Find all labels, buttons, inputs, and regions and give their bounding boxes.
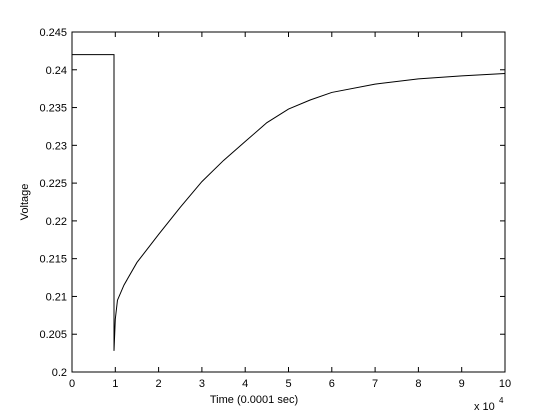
y-tick-label: 0.205 — [39, 329, 67, 341]
x-axis-label: Time (0.0001 sec) — [210, 394, 298, 406]
x-tick-label: 4 — [242, 378, 248, 390]
plot-box — [71, 31, 506, 373]
x-tick-label: 8 — [415, 378, 421, 390]
x-tick-label: 10 — [499, 378, 511, 390]
y-axis-label: Voltage — [19, 184, 31, 221]
x-tick-label: 3 — [199, 378, 205, 390]
x-tick-label: 1 — [112, 378, 118, 390]
y-tick-label: 0.2 — [52, 367, 67, 379]
x-tick-label: 6 — [329, 378, 335, 390]
y-tick-label: 0.235 — [39, 103, 67, 115]
y-tick-label: 0.22 — [46, 216, 67, 228]
data-line — [72, 54, 506, 351]
x-tick-label: 5 — [285, 378, 291, 390]
y-tick-label: 0.245 — [39, 27, 67, 39]
x-tick-label: 7 — [372, 378, 378, 390]
x-multiplier: x 10 — [474, 401, 495, 413]
y-tick-label: 0.225 — [39, 178, 67, 190]
y-tick-label: 0.24 — [46, 65, 67, 77]
x-tick-label: 2 — [156, 378, 162, 390]
x-tick-label: 9 — [459, 378, 465, 390]
x-tick-label: 0 — [69, 378, 75, 390]
y-tick-label: 0.21 — [46, 291, 67, 303]
y-tick-label: 0.23 — [46, 140, 67, 152]
y-tick-label: 0.215 — [39, 254, 67, 266]
x-multiplier-exponent: 4 — [499, 396, 504, 405]
